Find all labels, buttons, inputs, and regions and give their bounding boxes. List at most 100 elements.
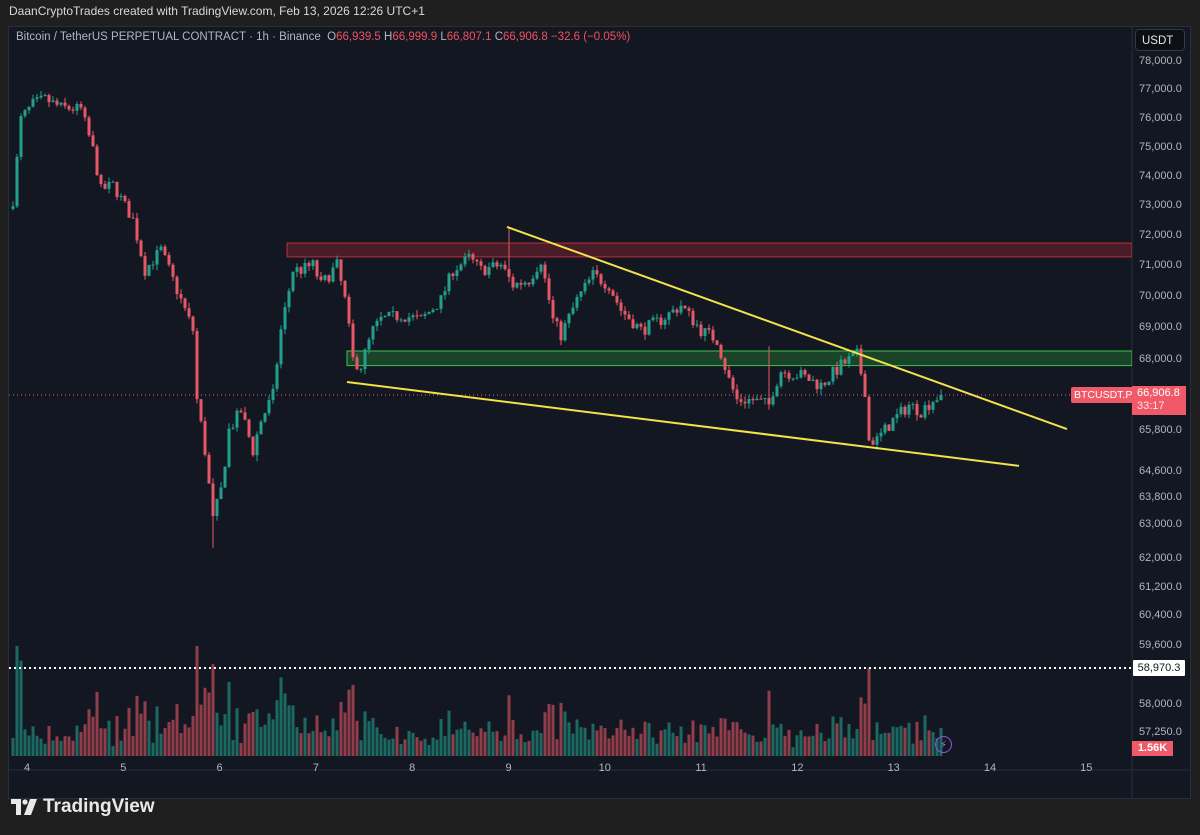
volume-bar [183, 724, 187, 756]
volume-bar [707, 733, 711, 756]
candle-body [771, 396, 775, 405]
volume-bar [139, 713, 143, 756]
volume-bar [875, 722, 879, 756]
candle-body [887, 424, 891, 431]
candles-layer [11, 91, 943, 548]
candle-body [711, 329, 715, 341]
hlines-layer [9, 394, 1132, 669]
tradingview-logo-icon [11, 799, 37, 815]
candle-body [71, 109, 75, 111]
price-tick: 63,800.0 [1139, 491, 1182, 503]
volume-bar [895, 727, 899, 756]
support-zone [346, 350, 1132, 367]
volume-bar [307, 733, 311, 756]
candle-body [487, 266, 491, 275]
candle-body [239, 410, 243, 413]
candle-body [211, 483, 215, 517]
price-tick: 72,000.0 [1139, 229, 1182, 241]
volume-bar [679, 726, 683, 756]
volume-bar [359, 740, 363, 756]
volume-bar [407, 730, 411, 756]
candle-body [147, 264, 151, 276]
candle-body [43, 95, 47, 97]
candle-body [759, 398, 763, 400]
volume-bar [683, 742, 687, 756]
lightning-bolt-icon[interactable]: ⚡ [935, 736, 952, 753]
volume-bar [39, 738, 43, 756]
volume-bar [51, 740, 55, 756]
candle-body [871, 440, 875, 445]
price-tick: 69,000.0 [1139, 321, 1182, 333]
candle-body [899, 406, 903, 415]
candle-body [335, 259, 339, 268]
candle-body [407, 317, 411, 322]
candle-body [131, 217, 135, 219]
candle-body [523, 282, 527, 285]
upper-trendline [506, 225, 1068, 430]
candle-body [935, 400, 939, 403]
price-tick: 60,400.0 [1139, 609, 1182, 621]
volume-bar [415, 737, 419, 756]
volume-bar [383, 737, 387, 756]
candle-body [703, 328, 707, 337]
candle-body [479, 261, 483, 266]
time-label: 13 [887, 762, 900, 774]
candle-body [731, 377, 735, 390]
candle-body [679, 305, 683, 313]
candle-body [415, 315, 419, 317]
candle-body [155, 250, 159, 265]
volume-bar [695, 742, 699, 756]
candle-body [631, 319, 635, 329]
volume-bar [103, 728, 107, 756]
volume-bar [495, 731, 499, 756]
price-tick: 70,000.0 [1139, 290, 1182, 302]
volume-bar [291, 705, 295, 756]
candle-body [827, 381, 831, 385]
volume-bar [99, 728, 103, 756]
trendlines-layer[interactable] [346, 225, 1068, 467]
volume-bar [579, 727, 583, 756]
low-value: 66,807.1 [446, 31, 492, 43]
volume-bar [143, 701, 147, 756]
volume-bar [219, 725, 223, 756]
candle-body [511, 276, 515, 288]
candle-body [907, 404, 911, 415]
candle-body [159, 246, 163, 251]
candle-body [459, 264, 463, 271]
price-tick: 75,000.0 [1139, 141, 1182, 153]
candle-body [419, 315, 423, 317]
volume-bar [247, 713, 251, 756]
tradingview-logo[interactable]: TradingView [11, 796, 155, 818]
volume-bar [87, 709, 91, 756]
volume-bar [883, 732, 887, 756]
volume-bar [227, 681, 231, 756]
candle-body [915, 404, 919, 416]
volume-bar [487, 721, 491, 756]
volume-bar [127, 707, 131, 756]
legend-separator: · [272, 31, 276, 43]
candle-body [219, 487, 223, 499]
symbol-legend[interactable]: Bitcoin / TetherUS PERPETUAL CONTRACT · … [16, 31, 630, 43]
volume-bar [739, 729, 743, 756]
candle-body [103, 183, 107, 189]
currency-selector[interactable]: USDT [1135, 29, 1185, 51]
volume-bar [587, 739, 591, 756]
candle-body [647, 320, 651, 335]
volume-bar [95, 691, 99, 756]
candle-body [891, 418, 895, 431]
volume-bar [411, 732, 415, 756]
volume-bar [767, 690, 771, 756]
volume-bar [519, 734, 523, 756]
candle-body [423, 313, 427, 316]
candle-body [123, 195, 127, 202]
volume-bar [463, 721, 467, 756]
candle-body [831, 366, 835, 382]
candle-body [615, 295, 619, 303]
candle-body [19, 116, 23, 157]
candle-body [695, 324, 699, 326]
volume-bar [575, 719, 579, 756]
candle-body [927, 405, 931, 410]
high-value: 66,999.9 [392, 31, 438, 43]
symbol-price-label: BTCUSDT.P [1071, 387, 1136, 403]
